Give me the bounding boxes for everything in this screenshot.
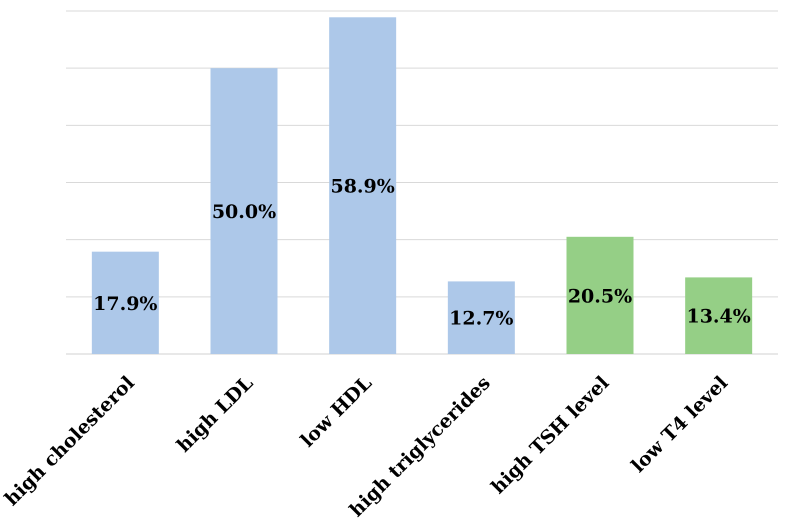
bar-low-hdl <box>329 17 397 355</box>
bar-low-t4-level <box>685 277 753 354</box>
x-tick-label: high TSH level <box>487 372 613 498</box>
x-tick-label: high cholesterol <box>1 372 139 510</box>
data-label: 12.7% <box>449 308 513 330</box>
data-labels: 17.9% 50.0% 58.9% 12.7% 20.5% 13.4% <box>93 176 751 330</box>
data-label: 50.0% <box>212 201 276 223</box>
data-label: 17.9% <box>93 293 157 315</box>
bar-high-tsh-level <box>566 236 634 354</box>
data-label: 13.4% <box>686 306 750 328</box>
data-label: 58.9% <box>330 176 394 198</box>
gridlines <box>66 10 778 355</box>
data-label: 20.5% <box>568 285 632 307</box>
bar-high-triglycerides <box>447 281 515 354</box>
bars <box>91 17 753 355</box>
bar-high-ldl <box>210 68 278 355</box>
bar-high-cholesterol <box>91 251 159 354</box>
x-tick-label: high LDL <box>173 372 258 457</box>
x-tick-label: low T4 level <box>627 372 732 477</box>
x-tick-label: low HDL <box>297 372 377 452</box>
